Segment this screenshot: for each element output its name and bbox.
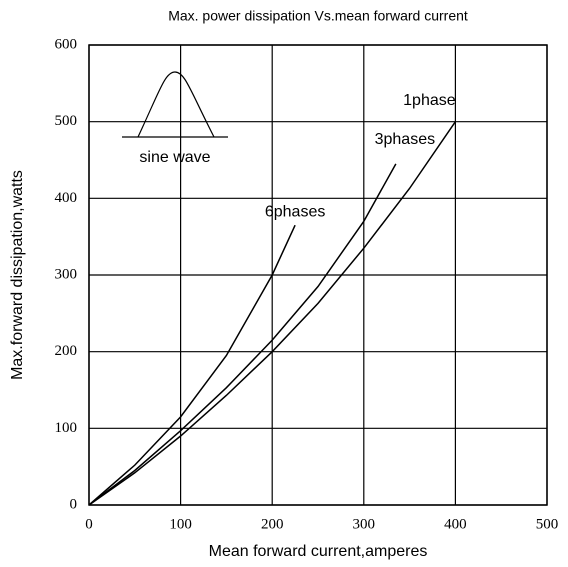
sine-wave-icon bbox=[122, 71, 228, 138]
chart-title: Max. power dissipation Vs.mean forward c… bbox=[168, 8, 468, 24]
x-tick-label: 0 bbox=[85, 516, 93, 532]
y-tick-label: 400 bbox=[55, 190, 78, 206]
y-axis-label: Max.forward dissipation,watts bbox=[9, 170, 26, 380]
x-tick-label: 100 bbox=[169, 516, 192, 532]
y-tick-label: 500 bbox=[55, 113, 78, 129]
series-line bbox=[88, 163, 397, 506]
series-line bbox=[88, 121, 457, 506]
x-tick-label: 500 bbox=[536, 516, 559, 532]
y-tick-label: 200 bbox=[55, 343, 78, 359]
plot-frame bbox=[88, 44, 548, 506]
x-tick-label: 400 bbox=[444, 516, 467, 532]
x-tick-label: 300 bbox=[353, 516, 376, 532]
series-label: 1phase bbox=[403, 92, 456, 109]
y-tick-label: 100 bbox=[55, 420, 78, 436]
series-line bbox=[88, 224, 296, 506]
series-label: 3phases bbox=[375, 131, 436, 148]
y-tick-label: 600 bbox=[55, 36, 78, 52]
series-label: 6phases bbox=[265, 203, 326, 220]
annotation: sine wave bbox=[139, 149, 210, 166]
y-tick-label: 0 bbox=[70, 496, 78, 512]
x-axis-label: Mean forward current,amperes bbox=[209, 543, 428, 560]
x-tick-label: 200 bbox=[261, 516, 284, 532]
y-tick-label: 300 bbox=[55, 266, 78, 282]
